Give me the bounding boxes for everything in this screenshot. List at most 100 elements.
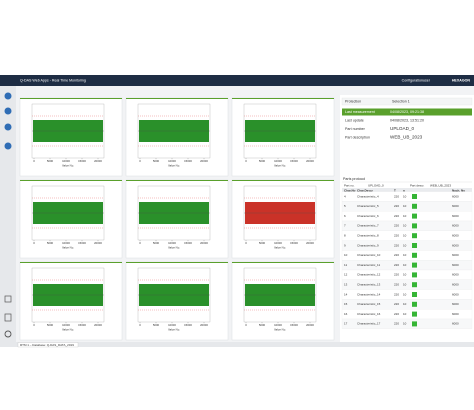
table-cell: 6000 (452, 282, 459, 286)
panel-accent (20, 98, 122, 99)
x-axis-label: Value No. (274, 328, 286, 332)
x-tick-label: 5000 (47, 159, 54, 163)
x-tick-label: 20000 (200, 159, 208, 163)
x-tick-label: 15000 (184, 159, 192, 163)
nav-icon[interactable] (4, 142, 12, 150)
footer-tab-label[interactable]: RTM 1 – Database: Q-DAS_DATA_2019 (20, 343, 74, 347)
info-key: Part number (345, 127, 366, 131)
table-cell: 220 (394, 312, 399, 316)
table-cell: 7 (344, 224, 346, 228)
x-tick-label: 10000 (62, 159, 70, 163)
part-field: UPLOAD_0 (368, 183, 384, 187)
row-indicator (412, 272, 417, 278)
tab-label[interactable]: Protection (345, 99, 361, 103)
row-indicator (412, 311, 417, 317)
table-cell: 10 (403, 263, 407, 267)
table-cell: Characteristic_12 (357, 273, 381, 277)
panel-accent (126, 98, 228, 99)
x-tick-label: 0 (33, 159, 35, 163)
row-indicator (412, 243, 417, 248)
info-key: Last measurement (345, 110, 375, 114)
row-indicator (412, 194, 417, 199)
row-indicator (412, 203, 417, 209)
table-cell: Characteristic_11 (357, 263, 380, 267)
table-cell: 10 (403, 312, 407, 316)
x-tick-label: 10000 (274, 241, 282, 245)
x-tick-label: 10000 (274, 159, 282, 163)
x-axis-label: Value No. (274, 246, 286, 250)
table-cell: Characteristic_17 (357, 322, 381, 326)
x-tick-label: 5000 (259, 323, 266, 327)
table-header-cell: Nach. No (452, 188, 465, 192)
nav-icon[interactable] (4, 313, 12, 322)
table-cell: 220 (394, 263, 399, 267)
table-cell: 6000 (452, 322, 459, 326)
x-tick-label: 20000 (94, 241, 102, 245)
table-cell: 9 (344, 243, 346, 247)
x-tick-label: 0 (33, 323, 35, 327)
x-tick-label: 0 (245, 159, 247, 163)
table-cell: 220 (394, 204, 399, 208)
info-key: Last update (345, 118, 364, 122)
row-indicator (412, 233, 417, 239)
table-cell: 220 (394, 282, 399, 286)
table-cell: 10 (403, 282, 407, 286)
x-axis-label: Value No. (274, 164, 286, 168)
table-cell: 8 (344, 233, 346, 237)
table-cell: Characteristic_10 (357, 253, 381, 257)
table-cell: 5 (344, 204, 346, 208)
table-cell: Characteristic_13 (357, 282, 381, 286)
footer-tab[interactable] (17, 342, 79, 348)
part-field: Part descr. (410, 183, 425, 187)
info-value: 04/08/2023, 09:21:38 (390, 110, 424, 114)
x-tick-label: 10000 (274, 323, 282, 327)
table-header-cell: n (403, 188, 405, 192)
nav-icon[interactable] (4, 92, 12, 100)
x-tick-label: 20000 (306, 323, 314, 327)
nav-icon[interactable] (4, 295, 12, 303)
table-cell: 6000 (452, 273, 459, 277)
panel-accent (126, 262, 228, 263)
part-field: Part no. (344, 183, 355, 187)
tab-strip (341, 97, 473, 106)
x-axis-label: Value No. (62, 328, 74, 332)
table-cell: 10 (403, 322, 407, 326)
nav-icon[interactable] (4, 107, 12, 115)
highlight-row (342, 108, 472, 116)
panel-accent (126, 180, 228, 181)
x-axis-label: Value No. (168, 328, 180, 332)
x-tick-label: 15000 (184, 323, 192, 327)
x-tick-label: 0 (33, 241, 35, 245)
x-tick-label: 10000 (168, 241, 176, 245)
row-indicator (412, 282, 417, 288)
x-tick-label: 15000 (290, 159, 298, 163)
info-value: WEB_UB_2023 (390, 135, 423, 140)
row-indicator (412, 321, 417, 327)
nav-icon[interactable] (4, 123, 12, 131)
nav-icon[interactable] (4, 330, 12, 338)
selection-label: Selection 1 (392, 99, 410, 103)
x-tick-label: 10000 (62, 323, 70, 327)
table-cell: 10 (344, 253, 348, 257)
table-cell: 10 (403, 243, 407, 247)
table-cell: Characteristic_16 (357, 312, 381, 316)
table-row[interactable] (341, 318, 473, 329)
x-tick-label: 15000 (290, 241, 298, 245)
x-tick-label: 5000 (153, 323, 160, 327)
user[interactable]: Configurationuser (402, 78, 431, 82)
x-axis-label: Value No. (168, 164, 180, 168)
top-bar (0, 75, 474, 86)
panel-accent (232, 262, 334, 263)
table-cell: 220 (394, 302, 399, 306)
table-cell: 13 (344, 282, 348, 286)
panel-accent (20, 180, 122, 181)
table-header-cell: Char.Descr (357, 188, 374, 192)
table-cell: Characteristic_9 (357, 243, 379, 247)
row-indicator (412, 301, 417, 307)
panel-accent (232, 98, 334, 99)
x-tick-label: 20000 (306, 241, 314, 245)
x-tick-label: 15000 (78, 159, 86, 163)
x-axis-label: Value No. (62, 164, 74, 168)
footer-bar (16, 342, 474, 347)
